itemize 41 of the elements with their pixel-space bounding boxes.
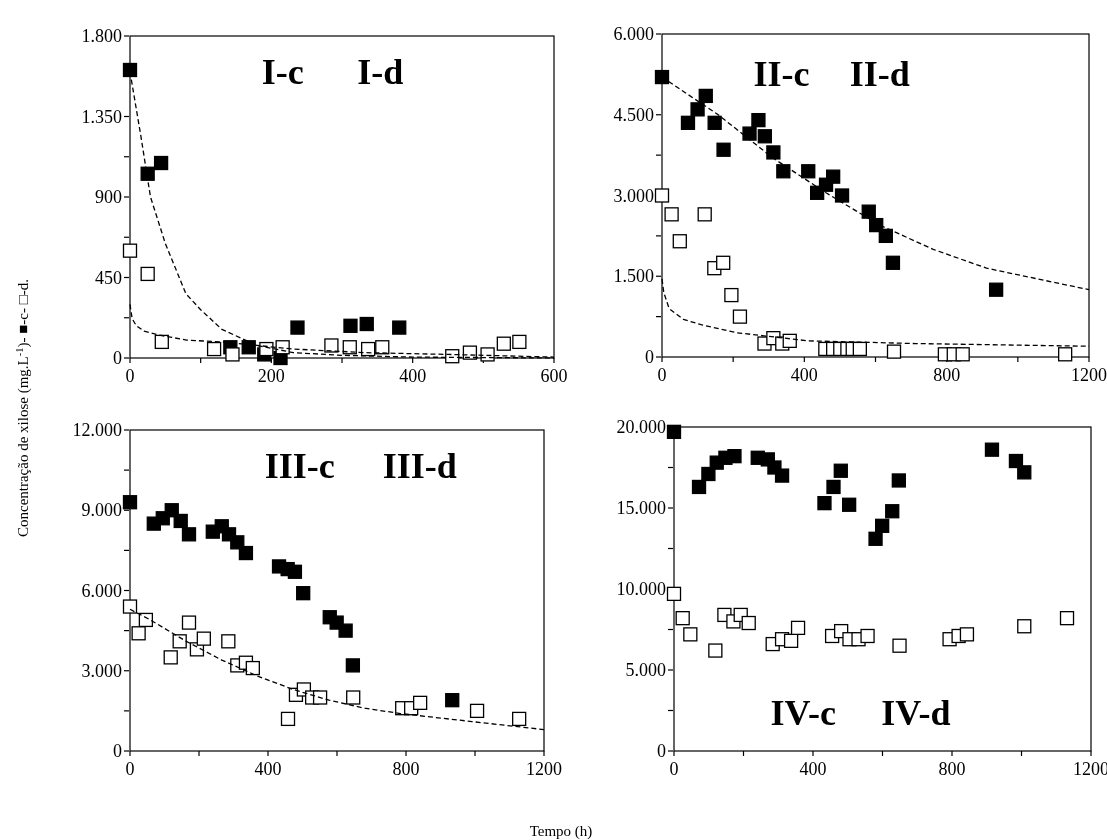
y-tick-label: 9.000 (81, 500, 122, 521)
y-tick-label: 3.000 (81, 660, 122, 681)
y-tick-label: 1.350 (81, 106, 122, 127)
y-tick-label: 6.000 (81, 580, 122, 601)
y-tick-label: 0 (113, 348, 122, 368)
y-tick-label: 450 (95, 267, 122, 288)
x-tick-label: 800 (933, 365, 961, 385)
annotation: II-c (753, 53, 810, 94)
y-tick-label: 15.000 (616, 498, 666, 518)
y-tick-label: 20.000 (616, 417, 666, 437)
annotation: I-d (357, 52, 404, 93)
x-tick-label: 600 (540, 366, 568, 386)
x-axis-title: Tempo (h) (529, 823, 593, 840)
x-tick-label: 1200 (526, 759, 562, 779)
x-tick-label: 1200 (1071, 365, 1107, 385)
annotation: II-d (849, 53, 910, 94)
y-tick-label: 4.500 (613, 104, 654, 125)
annotation: III-c (264, 446, 335, 487)
y-tick-label: 6.000 (613, 24, 654, 44)
y-tick-label: 3.000 (613, 185, 654, 206)
x-tick-label: 400 (254, 759, 282, 779)
annotation: I-c (261, 52, 304, 93)
annotation: IV-d (881, 693, 951, 734)
y-tick-label: 0 (657, 741, 666, 761)
x-tick-label: 400 (799, 759, 827, 779)
y-tick-label: 0 (113, 741, 122, 761)
x-tick-label: 0 (669, 759, 679, 779)
y-tick-label: 1.800 (81, 26, 122, 46)
y-tick-label: 12.000 (72, 420, 122, 440)
x-tick-label: 800 (392, 759, 420, 779)
x-tick-label: 200 (257, 366, 285, 386)
y-tick-label: 10.000 (616, 579, 666, 599)
y-tick-label: 900 (95, 187, 122, 207)
y-tick-label: 0 (645, 347, 654, 367)
y-tick-label: 5.000 (625, 660, 666, 680)
x-tick-label: 800 (938, 759, 966, 779)
x-tick-label: 400 (790, 365, 818, 385)
annotation: III-d (382, 446, 457, 487)
y-tick-label: 1.500 (613, 266, 654, 287)
x-tick-label: 400 (399, 366, 427, 386)
annotation: IV-c (770, 693, 836, 734)
